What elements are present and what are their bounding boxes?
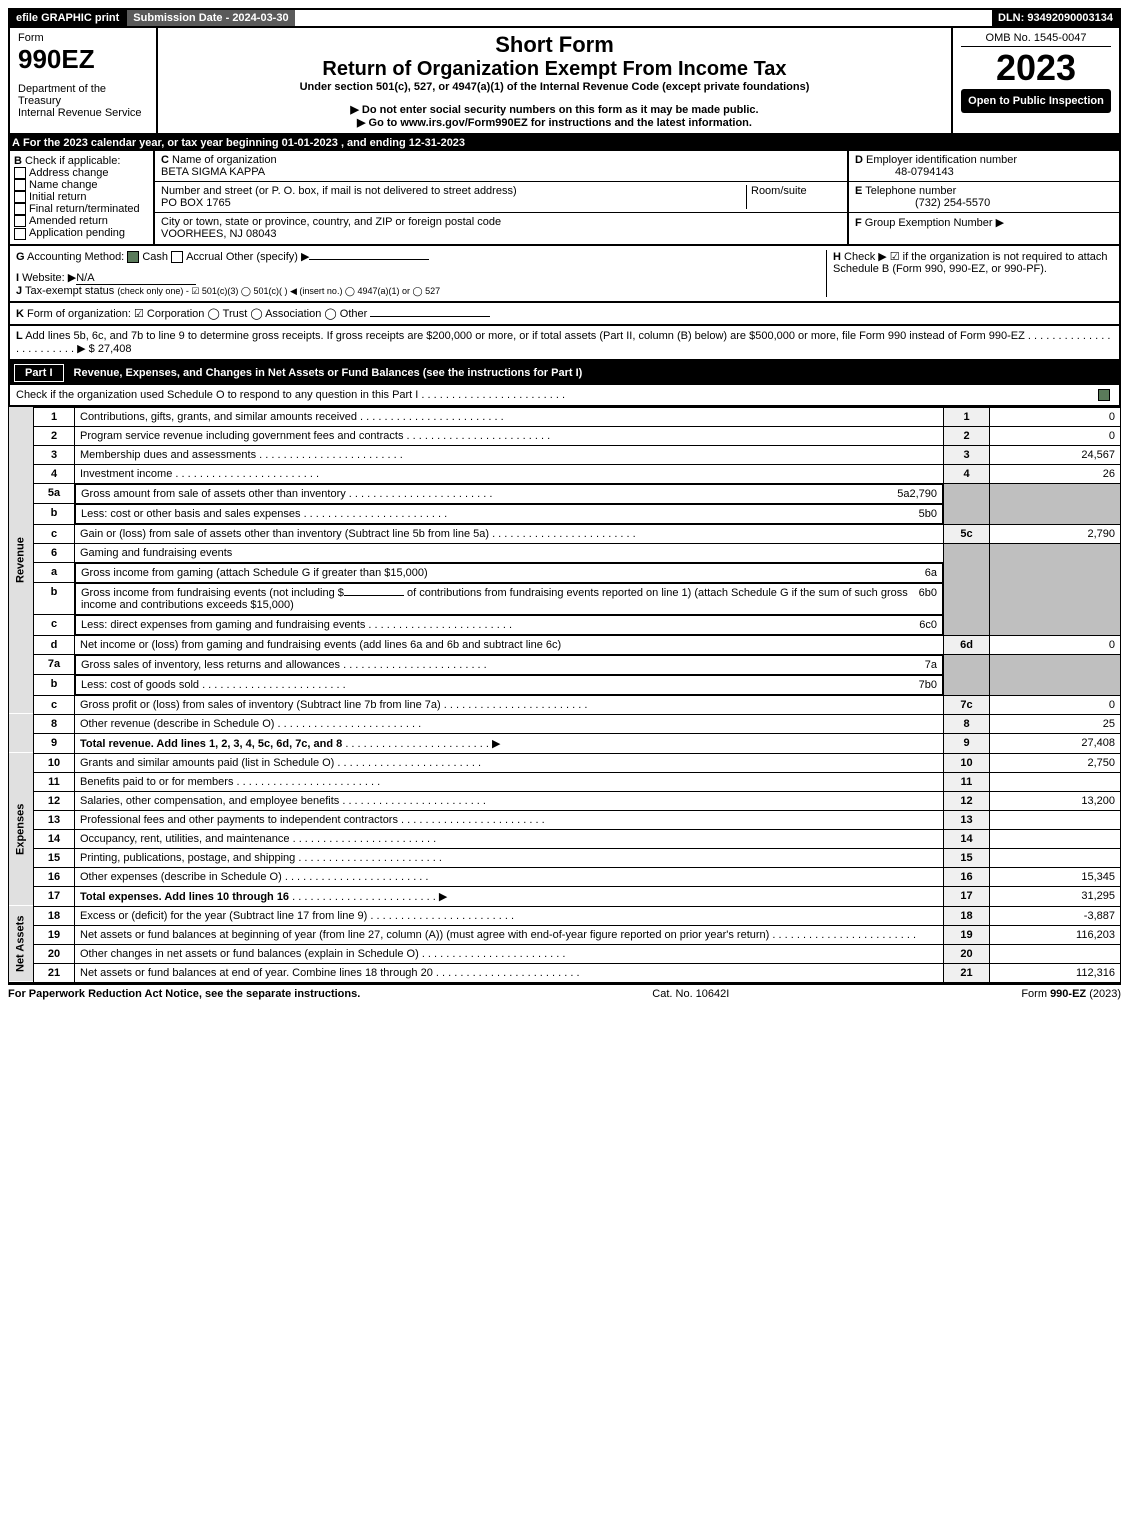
section-de: D Employer identification number48-07941…	[849, 151, 1119, 244]
footer-left: For Paperwork Reduction Act Notice, see …	[8, 988, 360, 1000]
lines-table: Revenue 1Contributions, gifts, grants, a…	[8, 407, 1121, 983]
dln: DLN: 93492090003134	[992, 10, 1119, 26]
footer-mid: Cat. No. 10642I	[652, 988, 729, 1000]
title-short: Short Form	[166, 32, 943, 58]
side-revenue: Revenue	[9, 407, 34, 714]
form-header: Form 990EZ Department of the Treasury In…	[8, 28, 1121, 135]
goto-link[interactable]: ▶ Go to www.irs.gov/Form990EZ for instru…	[166, 116, 943, 129]
cb-initial[interactable]: Initial return	[29, 191, 86, 203]
part1-sub: Check if the organization used Schedule …	[8, 385, 1121, 407]
efile-print[interactable]: efile GRAPHIC print	[10, 10, 125, 26]
form-word: Form	[18, 32, 148, 44]
open-public: Open to Public Inspection	[961, 89, 1111, 113]
footer-right: Form 990-EZ (2023)	[1021, 988, 1121, 1000]
room-suite: Room/suite	[746, 185, 841, 209]
cb-address[interactable]: Address change	[29, 167, 109, 179]
tax-year: 2023	[961, 47, 1111, 89]
header-mid: Short Form Return of Organization Exempt…	[158, 28, 953, 133]
website: N/A	[76, 272, 196, 285]
header-left: Form 990EZ Department of the Treasury In…	[10, 28, 158, 133]
top-bar: efile GRAPHIC print Submission Date - 20…	[8, 8, 1121, 28]
street: PO BOX 1765	[161, 197, 231, 209]
cb-amended[interactable]: Amended return	[29, 215, 108, 227]
side-expenses: Expenses	[9, 753, 34, 906]
irs: Internal Revenue Service	[18, 107, 148, 119]
cb-pending[interactable]: Application pending	[29, 227, 125, 239]
title-main: Return of Organization Exempt From Incom…	[166, 58, 943, 81]
section-b: B Check if applicable: Address change Na…	[10, 151, 155, 244]
submission-date: Submission Date - 2024-03-30	[125, 10, 294, 26]
title-sub: Under section 501(c), 527, or 4947(a)(1)…	[166, 81, 943, 93]
omb: OMB No. 1545-0047	[961, 32, 1111, 47]
info-row: B Check if applicable: Address change Na…	[8, 151, 1121, 246]
cb-final[interactable]: Final return/terminated	[29, 203, 140, 215]
row-gh: G Accounting Method: Cash Accrual Other …	[8, 246, 1121, 303]
ein: 48-0794143	[855, 166, 954, 178]
city: VOORHEES, NJ 08043	[161, 228, 277, 240]
section-c: C Name of organizationBETA SIGMA KAPPA N…	[155, 151, 849, 244]
row-k: K Form of organization: ☑ Corporation ◯ …	[8, 303, 1121, 326]
phone: (732) 254-5570	[855, 197, 990, 209]
row-a: A For the 2023 calendar year, or tax yea…	[8, 135, 1121, 151]
header-right: OMB No. 1545-0047 2023 Open to Public In…	[953, 28, 1119, 133]
dept: Department of the Treasury	[18, 83, 148, 107]
side-net: Net Assets	[9, 906, 34, 982]
warn: ▶ Do not enter social security numbers o…	[166, 103, 943, 116]
part1-header: Part I Revenue, Expenses, and Changes in…	[8, 361, 1121, 385]
arrow-icon: ▶	[996, 217, 1004, 229]
gross-receipts: 27,408	[98, 343, 132, 355]
h-text: Check ▶ ☑ if the organization is not req…	[833, 251, 1108, 275]
footer: For Paperwork Reduction Act Notice, see …	[8, 983, 1121, 1000]
cb-name[interactable]: Name change	[29, 179, 98, 191]
row-l: L Add lines 5b, 6c, and 7b to line 9 to …	[8, 326, 1121, 361]
org-name: BETA SIGMA KAPPA	[161, 166, 265, 178]
form-number: 990EZ	[18, 44, 148, 75]
